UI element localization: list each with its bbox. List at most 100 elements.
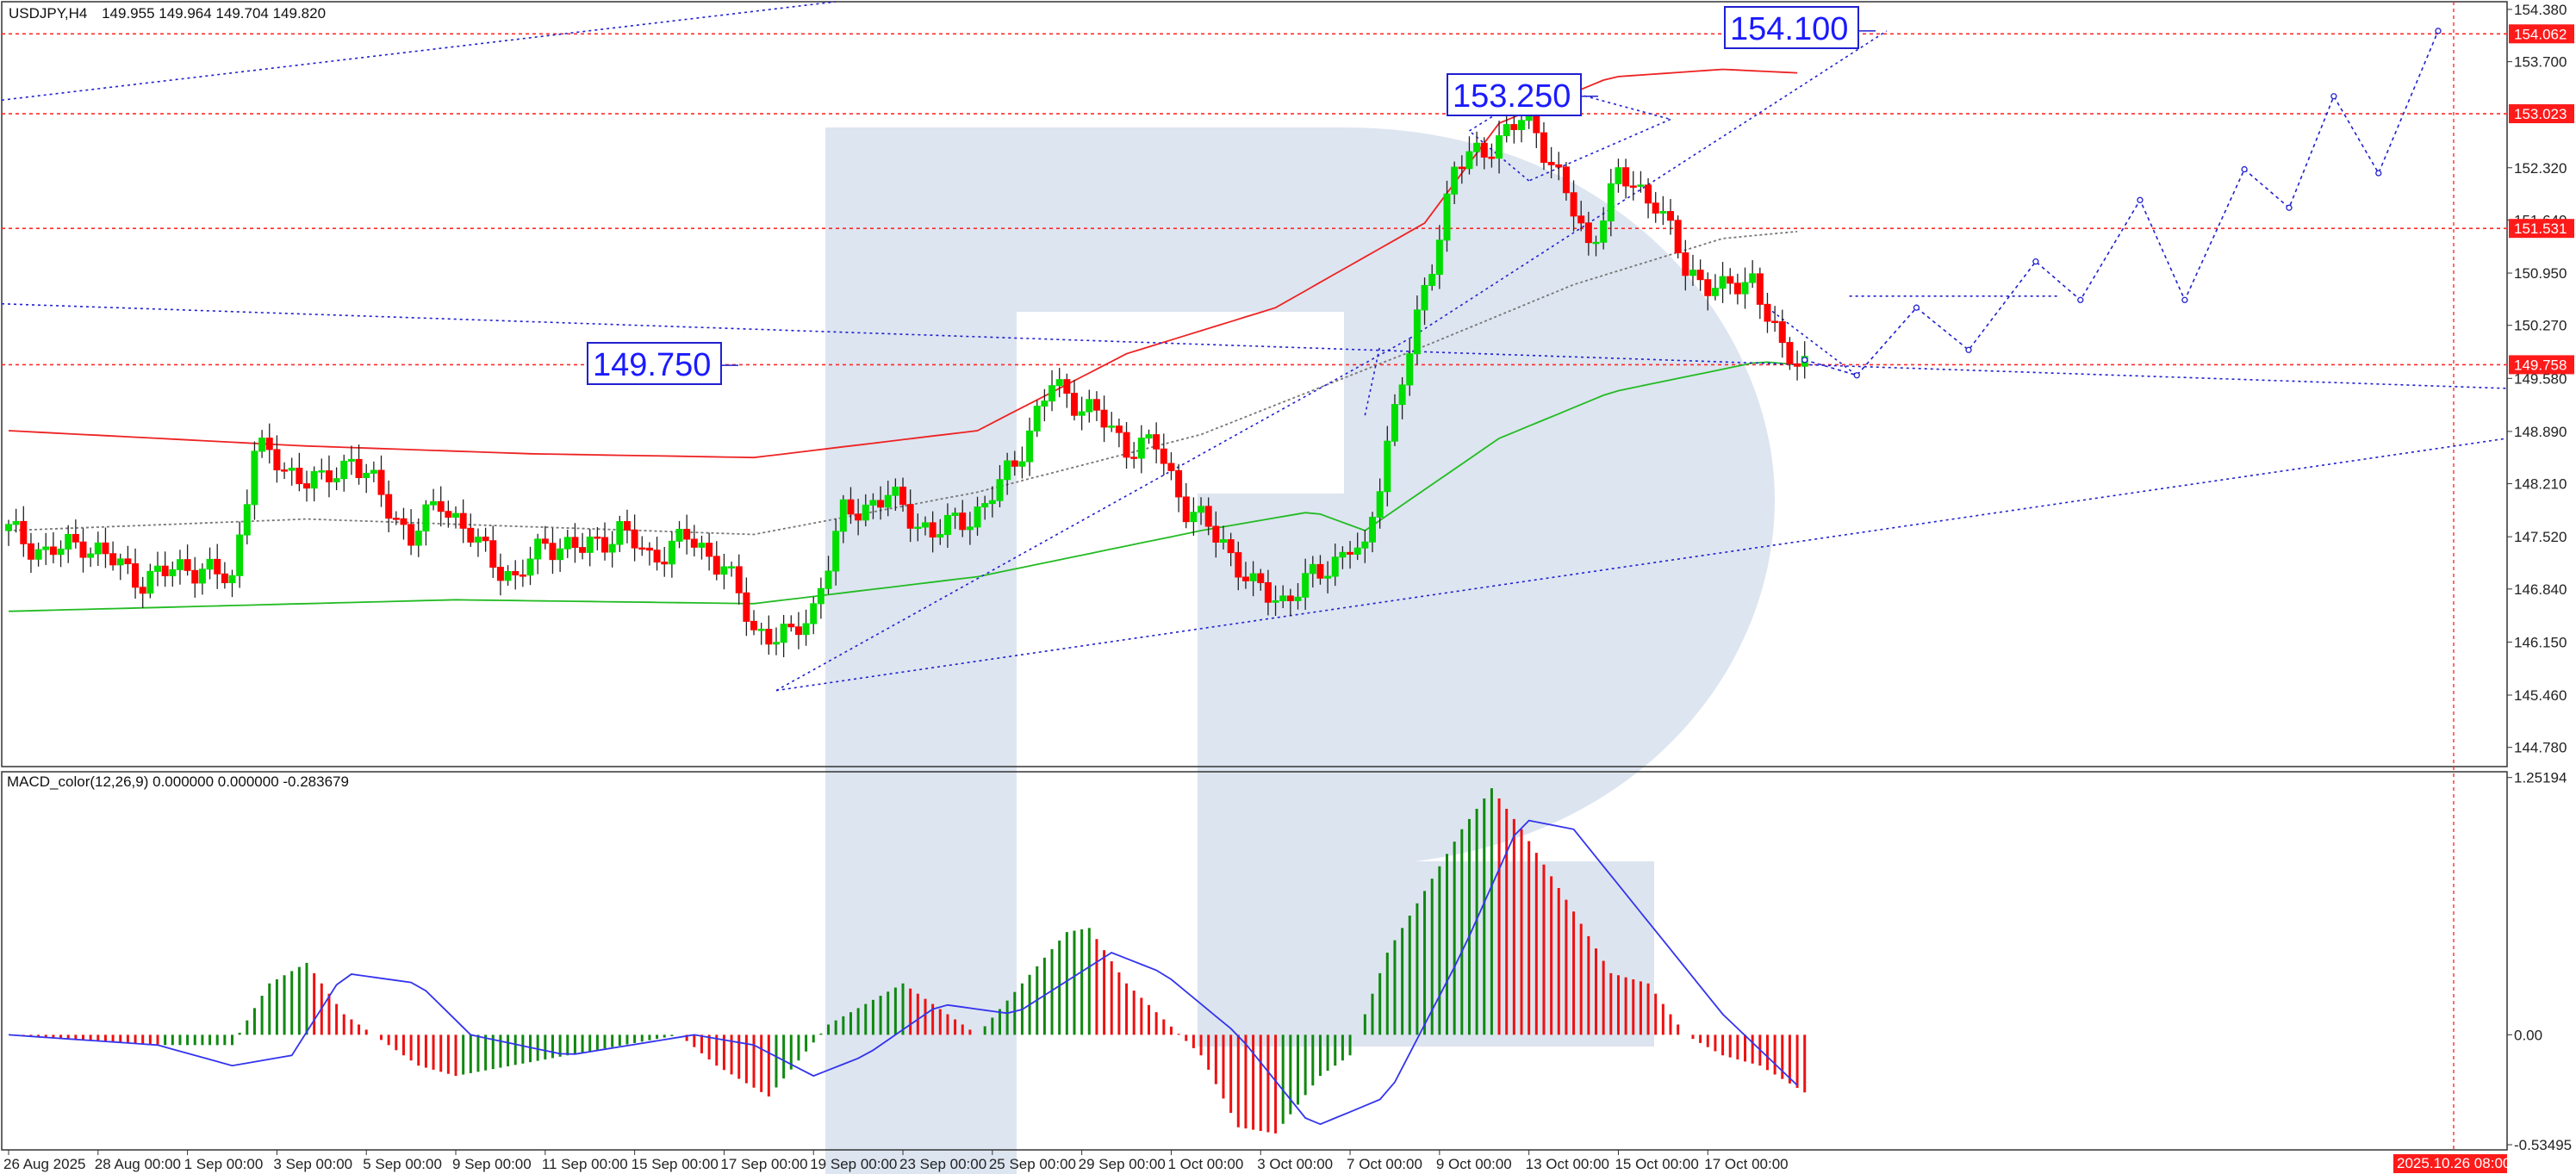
candle[interactable] — [1465, 136, 1473, 175]
candle[interactable] — [601, 522, 609, 561]
candle[interactable] — [1555, 152, 1563, 181]
candle[interactable] — [206, 547, 214, 580]
candle[interactable] — [981, 495, 989, 520]
candle[interactable] — [996, 464, 1004, 508]
candle[interactable] — [1361, 530, 1369, 563]
candle[interactable] — [1622, 158, 1630, 199]
candle[interactable] — [184, 544, 191, 576]
candle[interactable] — [1220, 525, 1227, 550]
candle[interactable] — [1153, 422, 1160, 463]
candle[interactable] — [296, 452, 303, 492]
candle[interactable] — [72, 519, 79, 549]
candle[interactable] — [1123, 422, 1130, 469]
candle[interactable] — [1727, 268, 1734, 295]
candle[interactable] — [132, 548, 140, 599]
candle[interactable] — [1547, 146, 1555, 178]
candle[interactable] — [496, 553, 504, 596]
candle[interactable] — [698, 535, 706, 560]
candle[interactable] — [1741, 267, 1749, 309]
candle[interactable] — [191, 556, 199, 598]
candle[interactable] — [430, 488, 438, 511]
candle[interactable] — [608, 531, 616, 568]
candle[interactable] — [303, 470, 311, 502]
candle[interactable] — [586, 529, 594, 567]
candle[interactable] — [214, 544, 221, 589]
candle[interactable] — [936, 519, 944, 545]
candle[interactable] — [1055, 368, 1063, 398]
candle[interactable] — [1584, 211, 1592, 256]
candle[interactable] — [1279, 585, 1287, 609]
candle[interactable] — [862, 494, 869, 527]
candle[interactable] — [1316, 555, 1324, 585]
candle[interactable] — [526, 546, 534, 586]
candle[interactable] — [832, 519, 840, 586]
candle[interactable] — [1674, 215, 1682, 258]
candle[interactable] — [884, 481, 892, 517]
candle[interactable] — [623, 509, 631, 544]
candle[interactable] — [802, 609, 810, 646]
candle[interactable] — [1235, 541, 1242, 591]
candle[interactable] — [422, 500, 430, 546]
candle[interactable] — [579, 532, 587, 560]
candle[interactable] — [1369, 512, 1377, 553]
candle[interactable] — [959, 500, 967, 537]
candle[interactable] — [668, 531, 675, 578]
candle[interactable] — [1413, 295, 1421, 365]
candle[interactable] — [951, 507, 959, 530]
candle[interactable] — [847, 487, 855, 525]
candle[interactable] — [198, 563, 206, 595]
candle[interactable] — [757, 622, 765, 645]
candle[interactable] — [1011, 450, 1018, 476]
candle[interactable] — [5, 519, 12, 546]
candle[interactable] — [1510, 115, 1518, 144]
candle[interactable] — [12, 508, 20, 533]
candle[interactable] — [1063, 373, 1071, 408]
candle[interactable] — [877, 486, 885, 520]
candle[interactable] — [988, 486, 996, 518]
candle[interactable] — [728, 561, 736, 577]
candle[interactable] — [1086, 389, 1093, 423]
candle[interactable] — [563, 529, 571, 558]
candle[interactable] — [482, 527, 489, 552]
candle[interactable] — [1503, 115, 1510, 143]
candle[interactable] — [906, 489, 914, 543]
candle[interactable] — [1592, 235, 1600, 257]
candle[interactable] — [1324, 561, 1332, 593]
candle[interactable] — [1719, 262, 1727, 303]
candle[interactable] — [221, 562, 228, 589]
candle[interactable] — [1637, 171, 1645, 193]
candle[interactable] — [1018, 446, 1026, 479]
candle[interactable] — [1458, 155, 1465, 184]
candle[interactable] — [1004, 452, 1011, 495]
candle[interactable] — [124, 545, 132, 575]
candle[interactable] — [1145, 429, 1153, 444]
candle[interactable] — [1435, 225, 1443, 289]
candle[interactable] — [765, 615, 773, 655]
candle[interactable] — [839, 494, 847, 544]
candle[interactable] — [974, 496, 981, 536]
candle[interactable] — [1286, 588, 1294, 617]
candle[interactable] — [355, 444, 363, 485]
candle[interactable] — [1092, 391, 1100, 421]
candle[interactable] — [445, 500, 452, 528]
candle[interactable] — [1331, 543, 1339, 587]
candle[interactable] — [1167, 452, 1175, 481]
candle[interactable] — [1204, 497, 1212, 536]
candle[interactable] — [743, 577, 750, 637]
candle[interactable] — [1764, 292, 1771, 333]
candle[interactable] — [557, 538, 564, 572]
candle[interactable] — [176, 550, 184, 585]
candle[interactable] — [750, 610, 758, 636]
candle[interactable] — [1540, 121, 1547, 171]
candle[interactable] — [1778, 309, 1786, 358]
candle[interactable] — [1048, 370, 1056, 412]
candle[interactable] — [1570, 180, 1577, 232]
candle[interactable] — [310, 466, 318, 502]
candle[interactable] — [1406, 339, 1414, 396]
candle[interactable] — [288, 457, 296, 486]
candle[interactable] — [49, 531, 57, 563]
candle[interactable] — [1629, 171, 1637, 201]
candle[interactable] — [1175, 463, 1183, 512]
candle[interactable] — [1294, 582, 1302, 610]
